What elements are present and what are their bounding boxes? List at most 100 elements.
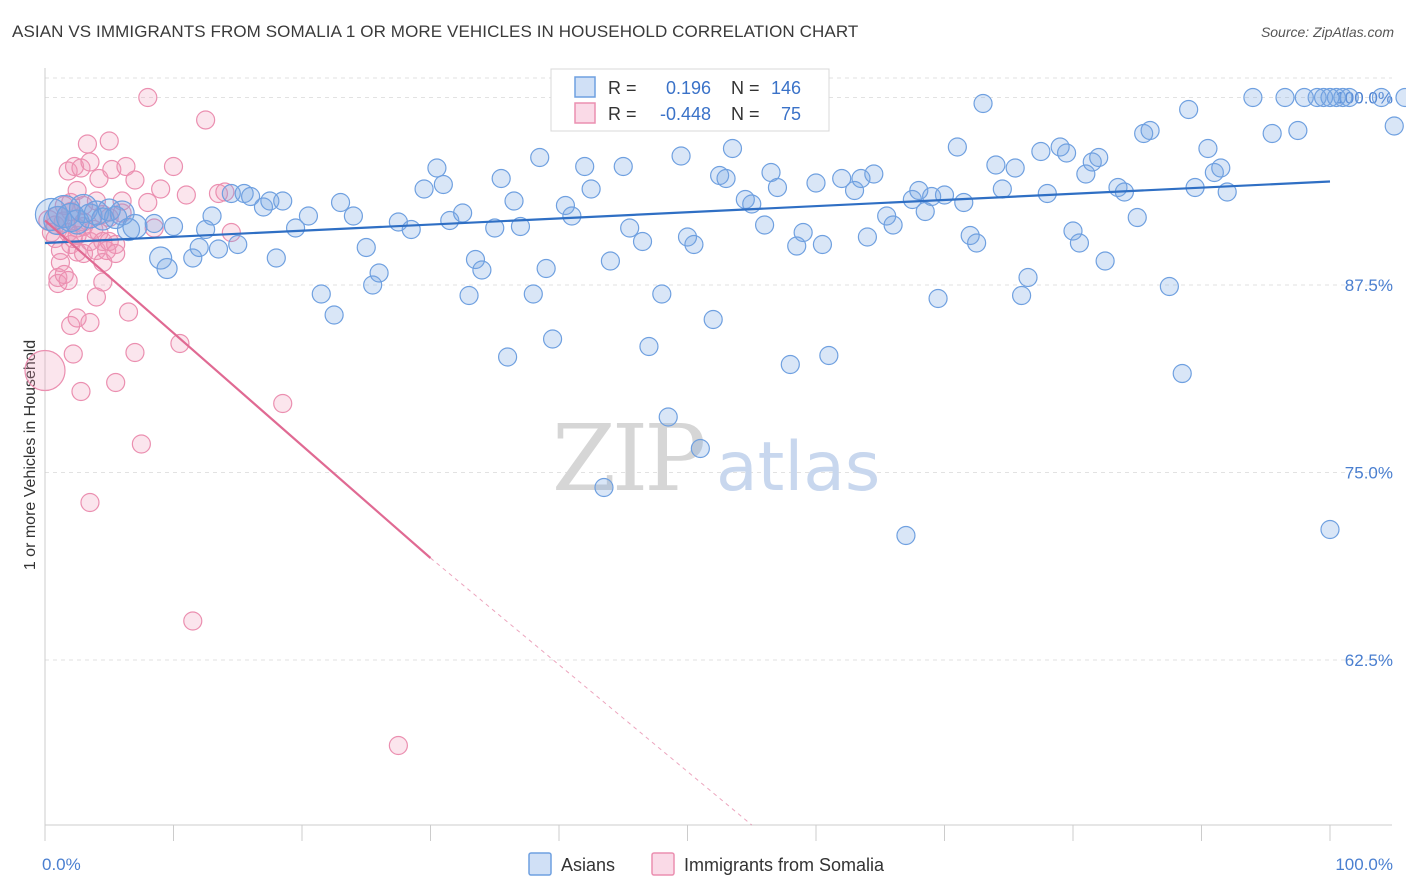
asian-point — [992, 179, 1012, 199]
asian-point — [401, 219, 421, 240]
bottom-legend-label-asian: Asians — [561, 855, 615, 875]
legend-n-label-somalia: N = — [731, 104, 760, 124]
watermark-zip: ZIP — [552, 405, 703, 512]
asian-point — [122, 213, 148, 240]
somalia-point — [93, 272, 113, 292]
asian-point — [658, 407, 678, 427]
asian-point — [311, 284, 331, 304]
asian-point — [973, 93, 993, 114]
asian-point — [1384, 116, 1404, 136]
y-axis-label: 1 or more Vehicles in Household — [22, 340, 39, 570]
legend-n-label-asian: N = — [731, 78, 760, 98]
asian-point — [459, 285, 479, 306]
somalia-point — [183, 611, 203, 631]
asian-point — [947, 137, 967, 157]
somalia-point — [64, 156, 85, 177]
asian-point — [228, 234, 248, 255]
asian-point — [857, 227, 878, 247]
asian-point — [542, 329, 563, 349]
trend-line-somalia — [44, 219, 432, 559]
asian-point — [1275, 87, 1295, 108]
asian-point — [1095, 251, 1115, 271]
legend-swatch-asian — [574, 76, 596, 98]
y-tick-label-3: 62.5% — [1345, 651, 1393, 670]
asian-point — [1371, 87, 1392, 108]
stats-legend: R = 0.196 N = 146 R = -0.448 N = 75 — [550, 68, 830, 132]
asian-point — [183, 248, 203, 268]
asian-point — [356, 237, 376, 258]
asian-point — [575, 156, 595, 177]
bottom-legend-swatch-asian — [528, 852, 552, 876]
asian-point — [1037, 183, 1057, 204]
trend-line-asian — [44, 180, 1331, 245]
somalia-point — [71, 381, 91, 402]
somalia-point — [106, 243, 126, 264]
asian-point — [883, 215, 903, 235]
asian-point — [156, 257, 178, 280]
asian-point — [639, 336, 659, 357]
somalia-point — [67, 242, 87, 262]
asian-point — [1063, 221, 1083, 241]
trend-line-somalia-extension — [430, 557, 753, 826]
asian-point — [684, 234, 704, 255]
asian-point — [1211, 158, 1231, 178]
asian-point — [754, 215, 775, 235]
asian-point — [453, 203, 473, 223]
asian-point — [793, 222, 813, 243]
stats-legend-box — [550, 68, 830, 132]
asian-point — [1395, 87, 1406, 108]
asian-point — [343, 206, 363, 226]
somalia-point — [273, 393, 293, 414]
asian-point — [485, 218, 505, 238]
asian-point — [1056, 143, 1077, 163]
asian-point — [677, 227, 698, 247]
x-tick-label-1: 100.0% — [1335, 855, 1393, 874]
asian-point — [600, 251, 621, 271]
legend-n-value-asian: 146 — [771, 78, 801, 98]
chart-title: ASIAN VS IMMIGRANTS FROM SOMALIA 1 OR MO… — [12, 22, 859, 41]
asian-point — [1011, 285, 1032, 306]
asian-point — [523, 284, 543, 304]
asian-point — [581, 179, 601, 199]
somalia-point — [196, 110, 216, 130]
series-asian-points — [34, 87, 1406, 546]
somalia-point — [77, 134, 98, 154]
asian-point — [594, 477, 614, 498]
asian-point — [266, 248, 286, 268]
somalia-point — [125, 170, 145, 190]
asian-point — [208, 239, 229, 259]
asian-point — [562, 206, 582, 226]
somalia-point — [118, 302, 139, 322]
asian-point — [986, 155, 1006, 175]
asian-point — [1018, 267, 1038, 288]
bottom-legend-label-somalia: Immigrants from Somalia — [684, 855, 885, 875]
somalia-point — [138, 87, 158, 108]
somalia-point — [131, 434, 151, 454]
legend-n-value-somalia: 75 — [781, 104, 801, 124]
somalia-point — [215, 182, 235, 202]
asian-point — [716, 168, 736, 189]
y-tick-label-1: 87.5% — [1345, 276, 1393, 295]
asian-point — [1076, 164, 1096, 184]
asian-point — [163, 216, 184, 237]
watermark: ZIP atlas — [552, 405, 880, 512]
asian-point — [330, 192, 351, 213]
asian-point — [1320, 519, 1340, 540]
asian-point — [97, 198, 121, 222]
asian-point — [189, 237, 209, 258]
somalia-point — [388, 735, 408, 756]
asian-point — [690, 438, 710, 459]
somalia-point — [125, 342, 145, 363]
y-tick-labels: 100.0%87.5%75.0%62.5% — [1335, 89, 1393, 671]
somalia-point — [99, 131, 119, 151]
somalia-point — [221, 222, 241, 243]
source-label: Source: ZipAtlas.com — [1260, 24, 1394, 40]
asian-point — [1339, 87, 1359, 108]
asian-point — [144, 213, 164, 234]
asian-point — [530, 147, 550, 168]
asian-point — [1288, 120, 1308, 141]
axes — [44, 68, 1392, 841]
bottom-legend-swatch-somalia — [651, 852, 675, 876]
asian-point — [285, 218, 306, 238]
